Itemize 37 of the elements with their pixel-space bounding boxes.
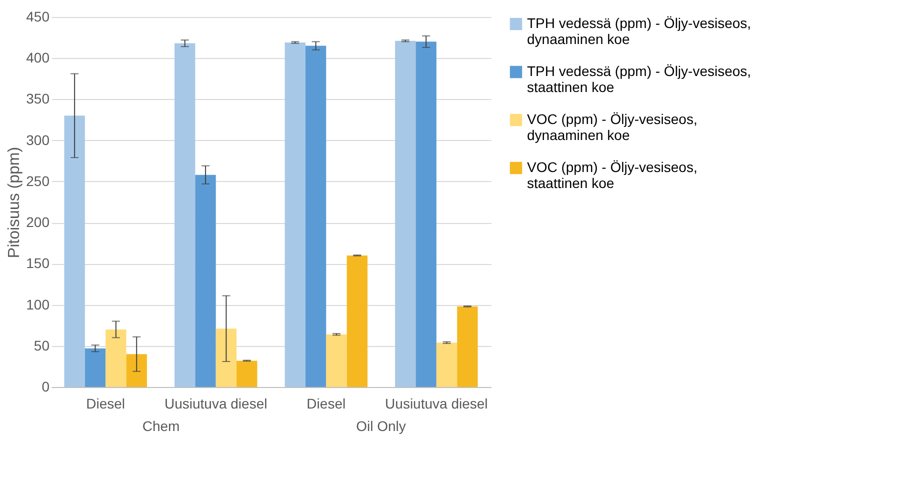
bar — [326, 334, 347, 387]
bar — [305, 46, 326, 387]
y-tick-label: 350 — [26, 90, 50, 107]
bar — [126, 354, 147, 387]
bar — [64, 116, 85, 387]
bar — [236, 360, 258, 387]
bar — [216, 328, 237, 387]
x-tick-label: Uusiutuva diesel — [164, 396, 268, 412]
bar — [395, 40, 416, 387]
y-axis-title: Pitoisuus (ppm) — [6, 146, 24, 258]
y-tick-label: 150 — [26, 255, 50, 272]
y-tick-label: 100 — [26, 296, 50, 312]
x-tick-label: Uusiutuva diesel — [385, 396, 488, 412]
text: Chem — [142, 418, 180, 434]
bar — [416, 42, 436, 387]
bar — [457, 306, 478, 387]
y-tick-label: 250 — [26, 172, 50, 189]
text: Oil Only — [356, 418, 406, 434]
x-tick-label: Diesel — [306, 396, 346, 412]
legend-label: TPH vedessä (ppm) - Öljy-vesiseos, staattinen koe — [527, 63, 752, 95]
y-tick-label: 200 — [26, 214, 50, 230]
legend-label: VOC (ppm) - Öljy-vesiseos, dynaaminen koe — [527, 111, 698, 143]
y-tick-label: 450 — [26, 8, 50, 24]
bar — [174, 43, 196, 387]
legend-label: VOC (ppm) - Öljy-vesiseos, staattinen koe — [527, 159, 698, 191]
y-tick-label: 300 — [26, 132, 50, 148]
bar — [195, 174, 216, 387]
y-tick-label: 400 — [26, 50, 50, 66]
bar — [436, 342, 458, 387]
bar — [346, 255, 368, 387]
y-tick-label: 50 — [34, 337, 50, 354]
bar — [106, 329, 126, 387]
legend-label: TPH vedessä (ppm) - Öljy-vesiseos, dynaaminen koe — [527, 15, 752, 47]
bar — [84, 348, 106, 387]
bar — [284, 42, 306, 387]
y-tick-label: 0 — [42, 378, 50, 394]
x-tick-label: Diesel — [86, 396, 126, 412]
